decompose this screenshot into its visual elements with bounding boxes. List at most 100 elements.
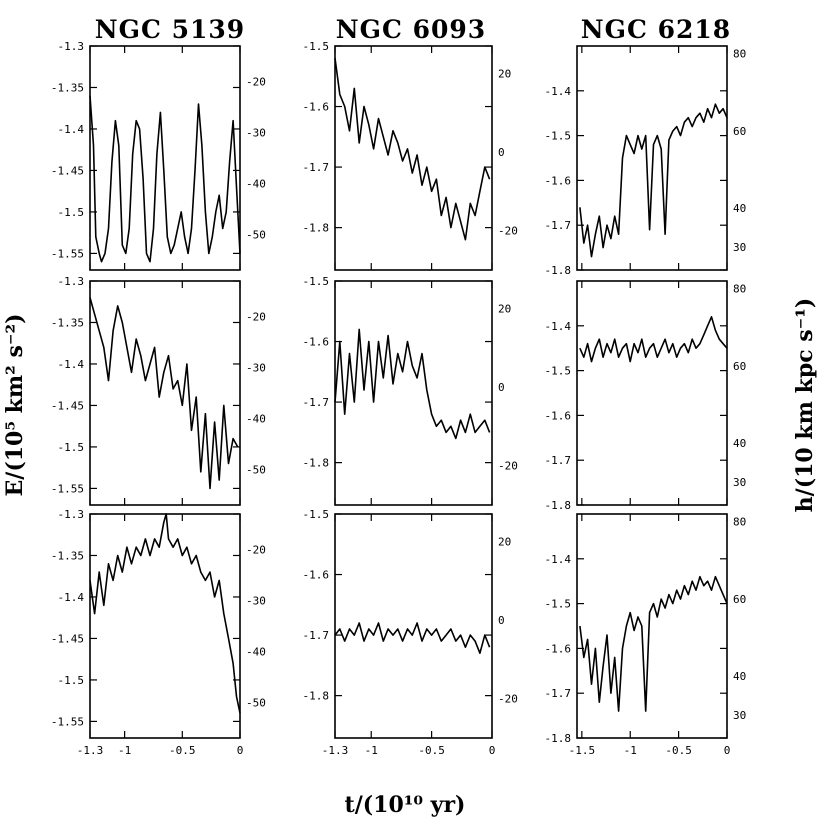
panel-ngc-6093-row-2-series-line bbox=[334, 328, 491, 440]
panel-ngc-6218-row-1-ytick-right-label: 40 bbox=[733, 202, 746, 215]
panel-ngc-6218-row-3-xtick-label: -1 bbox=[624, 744, 637, 757]
panel-ngc-5139-row-3-ytick-label: -1.55 bbox=[51, 715, 84, 728]
panel-ngc-5139-row-3-ytick-right-label: -50 bbox=[246, 696, 266, 709]
panel-ngc-6218-row-3-ytick-right-label: 60 bbox=[733, 593, 746, 606]
y-right-axis-label: h/(10 km kpc s⁻¹) bbox=[792, 298, 818, 513]
panel-ngc-6218-row-2-ytick-right-label: 80 bbox=[733, 283, 746, 296]
panel-ngc-5139-row-1-ytick-right-label: -30 bbox=[246, 127, 266, 140]
panel-ngc-5139-row-1-ytick-right-label: -50 bbox=[246, 228, 266, 241]
panel-ngc-5139-row-3-ytick-right-label: -20 bbox=[246, 544, 266, 557]
panel-ngc-6093-row-2-ytick-label: -1.7 bbox=[303, 396, 330, 409]
panel-ngc-6218-row-2-ytick-label: -1.6 bbox=[545, 409, 572, 422]
panel-ngc-6218-row-1-ytick-label: -1.6 bbox=[545, 174, 572, 187]
panel-ngc-6218-row-1-ytick-right-label: 30 bbox=[733, 241, 746, 254]
panel-ngc-5139-row-2-ytick-right-label: -40 bbox=[246, 412, 266, 425]
panel-ngc-6218-row-1-ytick-label: -1.7 bbox=[545, 219, 572, 232]
panel-ngc-6093-row-1-ytick-label: -1.8 bbox=[303, 222, 330, 235]
panel-ngc-6093-row-1-ytick-right-label: 20 bbox=[498, 68, 511, 81]
panel-ngc-5139-row-1-frame bbox=[89, 45, 241, 271]
panel-ngc-5139-row-1-ytick-label: -1.4 bbox=[58, 123, 85, 136]
panel-ngc-6093-row-3-xtick-label: -1.3 bbox=[322, 744, 349, 757]
panel-ngc-5139-row-1-ytick-right-label: -20 bbox=[246, 76, 266, 89]
panel-ngc-6093-row-1-ytick-label: -1.7 bbox=[303, 161, 330, 174]
panel-ngc-6218-row-3-ytick-label: -1.4 bbox=[545, 553, 572, 566]
panel-ngc-6218-row-2-ytick-label: -1.5 bbox=[545, 365, 572, 378]
panel-ngc-5139-row-2-ytick-label: -1.45 bbox=[51, 399, 84, 412]
panel-ngc-6218-row-1-series-line bbox=[579, 103, 728, 258]
panel-ngc-6093-row-1-ytick-label: -1.6 bbox=[303, 101, 330, 114]
panel-ngc-6218-row-3-xtick-label: -1.5 bbox=[569, 744, 596, 757]
panel-ngc-6093-row-3-ytick-label: -1.5 bbox=[303, 508, 330, 521]
panel-ngc-5139-row-3: -1.3 -1.35 -1.4 -1.45 -1.5 -1.55 -20 -30 -40 -50 -… bbox=[51, 508, 266, 757]
panel-ngc-5139-row-1-ytick-label: -1.55 bbox=[51, 247, 84, 260]
panel-ngc-6093-row-2-ytick-right-label: -20 bbox=[498, 460, 518, 473]
panel-grid: -1.3 -1.35 -1.4 -1.45 -1.5 -1.55 -20 -30 -40 -50 -… bbox=[51, 40, 746, 757]
panel-ngc-6093-row-3-ytick-right-label: -20 bbox=[498, 693, 518, 706]
panel-ngc-6218-row-3-xtick-label: 0 bbox=[724, 744, 731, 757]
panel-ngc-5139-row-3-xtick-label: -0.5 bbox=[169, 744, 196, 757]
panel-ngc-5139-row-3-xtick-label: 0 bbox=[237, 744, 244, 757]
panel-ngc-5139-row-3-ytick-right-label: -30 bbox=[246, 595, 266, 608]
panel-ngc-6093-row-2-ytick-label: -1.6 bbox=[303, 336, 330, 349]
panel-ngc-5139-row-2-ytick-right-label: -20 bbox=[246, 311, 266, 324]
panel-ngc-6218-row-3-xtick-label: -0.5 bbox=[665, 744, 692, 757]
panel-ngc-6093-row-3-ytick-label: -1.8 bbox=[303, 690, 330, 703]
panel-ngc-5139-row-3-ytick-label: -1.5 bbox=[58, 674, 85, 687]
panel-ngc-6093-row-2-ytick-label: -1.8 bbox=[303, 457, 330, 470]
panel-ngc-6093-row-2: -1.5 -1.6 -1.7 -1.8 20 0 -20 bbox=[303, 275, 518, 506]
panel-ngc-6093-row-3-ytick-right-label: 20 bbox=[498, 536, 511, 549]
panel-ngc-5139-row-2-series-line bbox=[89, 297, 239, 490]
panel-ngc-6093-row-1-ytick-right-label: 0 bbox=[498, 146, 505, 159]
panel-ngc-6218-row-2-ytick-right-label: 30 bbox=[733, 476, 746, 489]
panel-ngc-6218-row-3-ytick-label: -1.8 bbox=[545, 732, 572, 745]
panel-ngc-6093-row-2-ytick-right-label: 0 bbox=[498, 381, 505, 394]
panel-ngc-5139-row-3-xtick-label: -1 bbox=[118, 744, 131, 757]
panel-ngc-6218-row-2-ytick-right-label: 40 bbox=[733, 437, 746, 450]
panel-ngc-6218-row-3-series-line bbox=[579, 575, 728, 712]
panel-ngc-5139-row-3-ytick-label: -1.45 bbox=[51, 632, 84, 645]
panel-ngc-6218-row-1-ytick-right-label: 60 bbox=[733, 125, 746, 138]
panel-ngc-6093-row-1-ytick-right-label: -20 bbox=[498, 225, 518, 238]
panel-ngc-5139-row-2-ytick-label: -1.35 bbox=[51, 316, 84, 329]
panel-ngc-6093-row-3-xtick-label: -1 bbox=[365, 744, 378, 757]
panel-ngc-6093-row-2-frame bbox=[334, 280, 493, 506]
panel-ngc-6093-row-3-xtick-label: -0.5 bbox=[418, 744, 445, 757]
panel-ngc-6218-row-1-ytick-label: -1.5 bbox=[545, 130, 572, 143]
panel-ngc-6218-row-3-frame bbox=[576, 513, 728, 739]
column-title-ngc-5139: NGC 5139 bbox=[95, 15, 245, 44]
panel-ngc-6093-row-1-series-line bbox=[334, 57, 491, 241]
panel-ngc-6093-row-1-frame bbox=[334, 45, 493, 271]
panel-ngc-5139-row-2-ytick-label: -1.5 bbox=[58, 441, 85, 454]
panel-ngc-6093-row-3-xtick-label: 0 bbox=[489, 744, 496, 757]
panel-ngc-6218-row-3-ytick-right-label: 80 bbox=[733, 516, 746, 529]
panel-ngc-6218-row-2-frame bbox=[576, 280, 728, 506]
panel-ngc-5139-row-3-ytick-right-label: -40 bbox=[246, 645, 266, 658]
panel-ngc-6218-row-3-ytick-right-label: 40 bbox=[733, 670, 746, 683]
panel-ngc-5139-row-3-frame bbox=[89, 513, 241, 739]
panel-ngc-6093-row-3-ytick-label: -1.6 bbox=[303, 569, 330, 582]
y-left-axis-label: E/(10⁵ km² s⁻²) bbox=[2, 314, 28, 497]
panel-ngc-6218-row-3-ytick-label: -1.6 bbox=[545, 642, 572, 655]
panel-ngc-5139-row-1-series-line bbox=[89, 95, 241, 263]
panel-ngc-6093-row-3-series-line bbox=[334, 622, 491, 655]
panel-ngc-5139-row-2-ytick-right-label: -50 bbox=[246, 463, 266, 476]
panel-ngc-6218-row-1: -1.4 -1.5 -1.6 -1.7 -1.8 80 60 40 30 bbox=[545, 45, 746, 277]
panel-ngc-6218-row-1-frame bbox=[576, 45, 728, 271]
panel-ngc-6093-row-2-ytick-right-label: 20 bbox=[498, 303, 511, 316]
panel-ngc-5139-row-1-ytick-label: -1.3 bbox=[58, 40, 85, 53]
panel-ngc-6218-row-3-ytick-label: -1.7 bbox=[545, 687, 572, 700]
panel-ngc-6093-row-3-ytick-right-label: 0 bbox=[498, 614, 505, 627]
panel-ngc-5139-row-1-ytick-label: -1.45 bbox=[51, 164, 84, 177]
panel-ngc-6093-row-1-ytick-label: -1.5 bbox=[303, 40, 330, 53]
panel-ngc-5139-row-3-series-line bbox=[89, 513, 241, 714]
panel-ngc-6218-row-1-ytick-right-label: 80 bbox=[733, 48, 746, 61]
panel-ngc-5139-row-2-ytick-label: -1.55 bbox=[51, 482, 84, 495]
panel-ngc-5139-row-2-ytick-right-label: -30 bbox=[246, 362, 266, 375]
panel-ngc-6218-row-3-ytick-right-label: 30 bbox=[733, 709, 746, 722]
panel-ngc-5139-row-3-ytick-label: -1.4 bbox=[58, 591, 85, 604]
panel-ngc-5139-row-1-ytick-right-label: -40 bbox=[246, 177, 266, 190]
panel-ngc-5139-row-2: -1.3 -1.35 -1.4 -1.45 -1.5 -1.55 -20 -30 -40 -50 bbox=[51, 275, 266, 506]
panel-ngc-6218-row-3-ytick-label: -1.5 bbox=[545, 598, 572, 611]
panel-ngc-5139-row-3-xtick-label: -1.3 bbox=[77, 744, 104, 757]
column-title-ngc-6218: NGC 6218 bbox=[581, 15, 731, 44]
